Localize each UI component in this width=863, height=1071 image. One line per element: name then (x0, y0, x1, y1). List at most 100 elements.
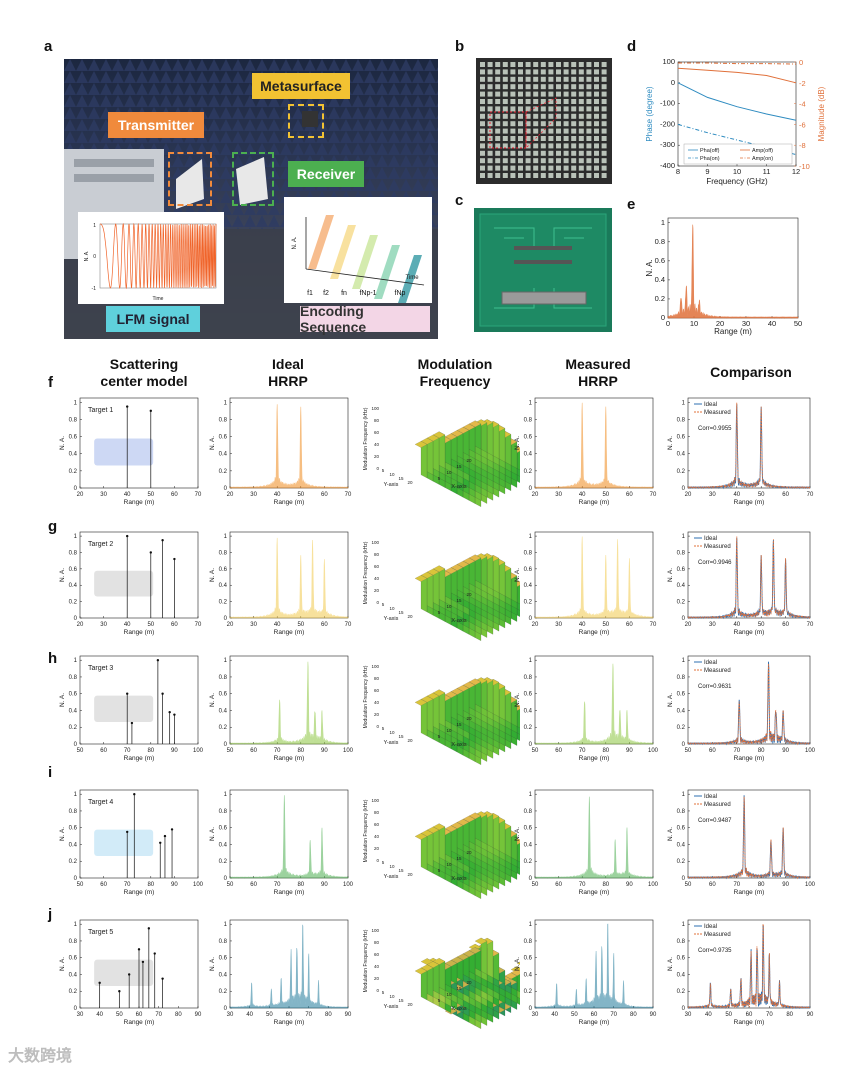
ideal-hrrp-curve (229, 404, 349, 489)
y-tick-label: 0.4 (677, 842, 686, 848)
x-tick-label: 80 (147, 882, 154, 888)
meta-unit (518, 76, 523, 82)
meta-unit (487, 99, 493, 104)
y-tick-label: 0.2 (524, 725, 533, 731)
chart-e-range-profile: 0 10 20 30 40 50 0 0.2 0.4 0.6 0.8 1 Range (m) N. A. (645, 217, 802, 336)
surface-z-tick: 100 (371, 928, 379, 933)
surface-z-label: Modulation Frequency (kHz) (363, 665, 369, 728)
meta-unit (571, 173, 577, 178)
x-tick-label: 40 (274, 492, 281, 498)
meta-unit (487, 113, 493, 119)
axes-frame (534, 397, 654, 489)
pcb-photo (474, 208, 612, 332)
x-tick-label: 80 (297, 748, 304, 754)
x-tick-label: 50 (297, 622, 304, 628)
meta-unit (556, 173, 561, 178)
meta-unit (518, 99, 523, 104)
enc-ylabel: N. A. (292, 236, 298, 249)
axes-frame (229, 531, 349, 619)
meta-unit (502, 62, 508, 67)
meta-unit (563, 76, 569, 82)
meta-unit (563, 150, 569, 156)
meta-unit (594, 136, 599, 141)
target-illustration (94, 438, 154, 466)
x-axis-label: Range (m) (734, 499, 765, 506)
range-profile-area (667, 224, 799, 319)
x-tick-label: 50 (77, 882, 84, 888)
meta-unit (533, 99, 539, 104)
meta-unit (586, 113, 592, 119)
x-tick-label: 100 (193, 882, 204, 888)
meta-unit (563, 113, 569, 119)
header-scattering-center-model: Scattering center model (100, 356, 188, 389)
meta-unit (571, 165, 577, 171)
surface-y-tick: 10 (389, 994, 395, 999)
y-tick-label: 0.8 (677, 809, 686, 815)
meta-unit (495, 76, 501, 82)
surface-z-tick: 80 (374, 940, 380, 945)
x-tick-label: 70 (579, 748, 586, 754)
meta-unit (525, 84, 531, 90)
x-tick-label: 50 (147, 622, 154, 628)
x-tick-label: 0 (666, 319, 670, 328)
meta-unit (480, 113, 485, 119)
x-tick-label: 60 (321, 622, 328, 628)
y-axis-label: N. A. (59, 436, 66, 450)
encoding-inset: N. A. Time f1 f2 fn fNp-1 fNp (284, 197, 432, 309)
y-tick-label: 0 (74, 876, 78, 882)
meta-unit (480, 158, 485, 164)
meta-unit (510, 113, 516, 119)
meta-unit (548, 136, 554, 141)
meta-unit (548, 62, 554, 67)
y-tick-label: 0 (74, 1006, 78, 1012)
x-tick-label: 30 (685, 1012, 692, 1018)
lfm-ylabel: N. A. (84, 251, 90, 262)
scatter-center-point (98, 981, 101, 985)
y-tick-label: 0.8 (219, 417, 228, 423)
y-axis-label: N. A. (59, 568, 66, 582)
surface-y-tick: 5 (382, 602, 385, 607)
meta-unit (502, 69, 508, 75)
meta-unit (571, 128, 577, 134)
x-tick-label: 40 (705, 1012, 712, 1018)
y-tick-label: 0.8 (677, 417, 686, 423)
y-tick-label: 0 (682, 742, 686, 748)
y-axis-label: N. A. (645, 259, 654, 276)
x-tick-label: 60 (250, 748, 257, 754)
surface-y-tick: 20 (407, 738, 413, 743)
y-tick-label: 0.8 (524, 939, 533, 945)
surface-bar-top (414, 967, 428, 975)
meta-unit (480, 143, 485, 149)
surface-z-tick: 40 (374, 834, 380, 839)
ideal-hrrp-curve (229, 661, 349, 745)
x-axis-label: Range (m) (579, 499, 610, 506)
surface-y-label: Y-axis (384, 740, 399, 746)
meta-unit (540, 76, 546, 82)
meta-unit (556, 113, 561, 119)
y-tick-label: 0.2 (69, 989, 78, 995)
metasurface-tag: Metasurface (252, 73, 350, 99)
panel-label-b: b (455, 38, 465, 55)
meta-unit (556, 91, 561, 97)
surface-x-tick: 5 (438, 610, 441, 615)
series-Pha(off) (677, 82, 797, 121)
meta-unit (540, 69, 546, 75)
y-tick-label: 0.2 (69, 725, 78, 731)
y2-tick-label: -6 (799, 120, 806, 129)
meta-unit (563, 99, 569, 104)
meta-unit (540, 99, 546, 104)
surface-z-tick: 100 (371, 798, 379, 803)
enc-seq-label: fNp-1 (359, 290, 376, 297)
comparison-j: 30 40 50 60 70 80 90 0 0.2 0.4 0.6 0.8 1 Range (m) N. … (667, 919, 814, 1026)
meta-unit (518, 62, 523, 67)
x-tick-label: 60 (746, 1012, 753, 1018)
meta-unit (548, 165, 554, 171)
meta-unit (533, 165, 539, 171)
meta-unit (518, 150, 523, 156)
meta-unit (510, 69, 516, 75)
modulation-surface-h: Modulation Frequency (kHz) Y-axis X-axis 0 2… (363, 664, 520, 765)
x-tick-label: 20 (716, 319, 724, 328)
x-tick-label: 70 (345, 492, 352, 498)
x-tick-label: 70 (195, 492, 202, 498)
